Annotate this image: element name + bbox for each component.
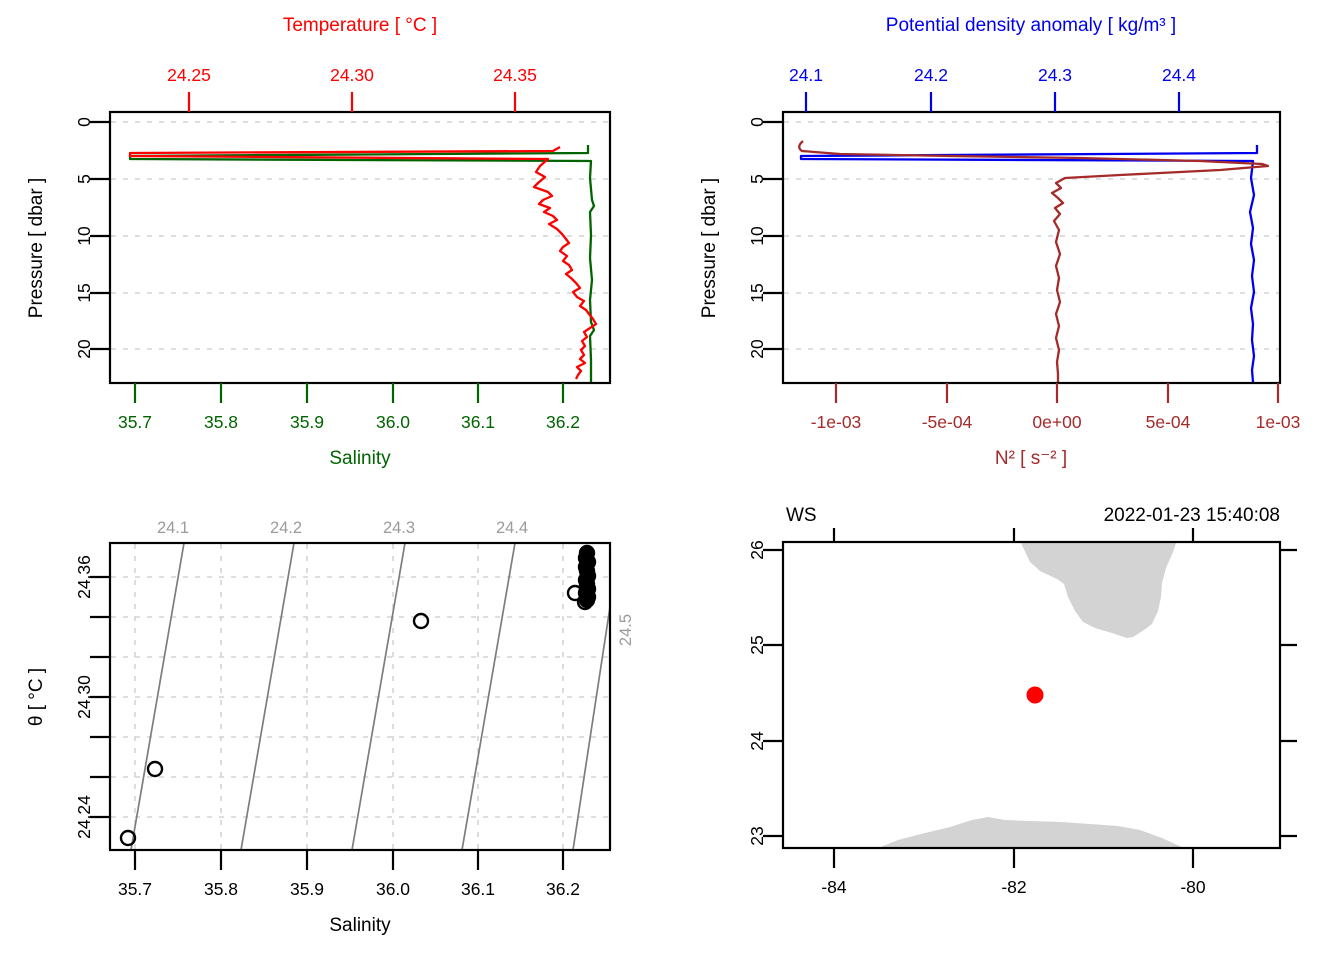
station-datetime: 2022-01-23 15:40:08: [1104, 505, 1280, 526]
latitude-tick-label: 24: [747, 731, 767, 751]
longitude-tick-label: -80: [1180, 877, 1206, 897]
pressure-axis-title: Pressure [ dbar ]: [26, 178, 47, 318]
salinity-tick-label: 35.7: [118, 879, 152, 899]
latitude-ticks-left: [763, 548, 783, 838]
theta-tick-label: 24.30: [74, 675, 94, 719]
isopycnal-24.5: [572, 606, 611, 851]
pressure-tick-label: 5: [74, 174, 94, 184]
isopycnal-label: 24.5: [617, 614, 635, 646]
n2-tick-label: -5e-04: [922, 412, 973, 432]
salinity-tick-label: 35.7: [118, 412, 152, 432]
salinity-tick-label: 36.2: [546, 412, 580, 432]
density-tick-label: 24.2: [914, 65, 948, 85]
panel-ts-diagram: 24.1 24.2 24.3 24.4 24.5 35.7 35.8 35.9 …: [26, 519, 635, 936]
density-tick-label: 24.3: [1038, 65, 1072, 85]
longitude-tick-label: -82: [1001, 877, 1026, 897]
theta-tick-label: 24.24: [74, 795, 94, 839]
salinity-tick-label: 36.0: [376, 412, 410, 432]
pressure-tick-label: 0: [74, 117, 94, 127]
latitude-tick-label: 25: [747, 635, 767, 654]
plot-box: [781, 540, 1282, 850]
ts-point: [146, 760, 164, 778]
land-cuba: [878, 817, 1184, 848]
n2-tick-label: -1e-03: [811, 412, 862, 432]
n2-tick-label: 5e-04: [1146, 412, 1191, 432]
latitude-tick-label: 26: [747, 540, 767, 559]
density-tick-label: 24.4: [1162, 65, 1196, 85]
temperature-profile-line: [128, 146, 598, 380]
theta-tick-label: 24.36: [74, 555, 94, 599]
n2-axis-ticks: [834, 383, 1280, 403]
ts-gridlines: [111, 544, 609, 849]
salinity-tick-label: 35.8: [204, 879, 238, 899]
salinity-axis-ticks: [133, 383, 565, 403]
salinity-profile-line: [128, 145, 596, 382]
density-tick-label: 24.1: [789, 65, 823, 85]
isopycnal-24.2: [240, 542, 295, 851]
pressure-tick-label: 20: [747, 339, 767, 359]
salinity-tick-label: 36.1: [461, 879, 495, 899]
plot-box: [108, 110, 612, 385]
ts-point: [566, 584, 584, 602]
salinity-tick-label: 35.9: [290, 412, 324, 432]
longitude-tick-label: -84: [821, 877, 847, 897]
salinity-tick-label: 36.2: [546, 879, 580, 899]
longitude-ticks-bottom: [832, 848, 1195, 868]
pressure-tick-label: 5: [747, 174, 767, 184]
panel-density-n2-profile: 24.1 24.2 24.3 24.4 Potential density an…: [699, 15, 1300, 469]
salinity-tick-label: 35.9: [290, 879, 324, 899]
pressure-tick-label: 15: [747, 283, 767, 302]
station-marker: [1026, 686, 1044, 704]
isopycnal-24.1: [130, 542, 185, 851]
isopycnal-label: 24.2: [270, 519, 302, 537]
salinity-tick-label: 35.8: [204, 412, 238, 432]
land-florida: [1021, 543, 1176, 638]
panel-temperature-salinity-profile: 24.25 24.30 24.35 Temperature [ °C ] 35.…: [26, 15, 612, 469]
ts-point: [412, 612, 430, 630]
n2-tick-label: 0e+00: [1032, 412, 1081, 432]
salinity-axis-ticks: [133, 850, 565, 870]
isopycnal-24.3: [351, 542, 406, 851]
pressure-tick-label: 15: [74, 283, 94, 302]
theta-axis-ticks: [90, 575, 110, 819]
longitude-ticks-top: [832, 528, 1195, 542]
pressure-axis-ticks: [763, 120, 783, 351]
plot-box: [781, 110, 1282, 385]
density-axis-ticks: [804, 92, 1181, 112]
temperature-tick-label: 24.30: [330, 65, 374, 85]
salinity-tick-label: 36.0: [376, 879, 410, 899]
ts-point: [119, 829, 137, 847]
latitude-tick-label: 23: [747, 826, 767, 845]
station-name: WS: [786, 505, 817, 526]
salinity-axis-title: Salinity: [329, 448, 391, 469]
latitude-ticks-right: [1280, 548, 1297, 838]
salinity-axis-title: Salinity: [329, 915, 391, 936]
salinity-tick-label: 36.1: [461, 412, 495, 432]
pressure-tick-label: 0: [747, 117, 767, 127]
temperature-axis-ticks: [187, 92, 517, 112]
isopycnal-label: 24.1: [157, 519, 189, 537]
ts-point: [576, 593, 594, 611]
n2-tick-label: 1e-03: [1256, 412, 1301, 432]
temperature-axis-title: Temperature [ °C ]: [283, 15, 437, 36]
pressure-tick-label: 20: [74, 339, 94, 359]
pressure-tick-label: 10: [74, 226, 94, 246]
isopycnal-24.4: [461, 542, 516, 851]
isopycnal-label: 24.3: [383, 519, 415, 537]
pressure-tick-label: 10: [747, 226, 767, 246]
n2-axis-title: N² [ s⁻² ]: [995, 448, 1067, 469]
panel-station-map: WS 2022-01-23 15:40:08 -84 -82 -80 26 25…: [747, 505, 1297, 897]
pressure-axis-ticks: [90, 120, 110, 351]
pressure-axis-title: Pressure [ dbar ]: [699, 178, 720, 318]
density-axis-title: Potential density anomaly [ kg/m³ ]: [886, 15, 1176, 36]
density-profile-line: [799, 145, 1259, 383]
temperature-tick-label: 24.35: [493, 65, 537, 85]
isopycnal-label: 24.4: [496, 519, 528, 537]
theta-axis-title: θ [ °C ]: [26, 668, 47, 726]
n2-profile-line: [798, 140, 1270, 382]
temperature-tick-label: 24.25: [167, 65, 211, 85]
